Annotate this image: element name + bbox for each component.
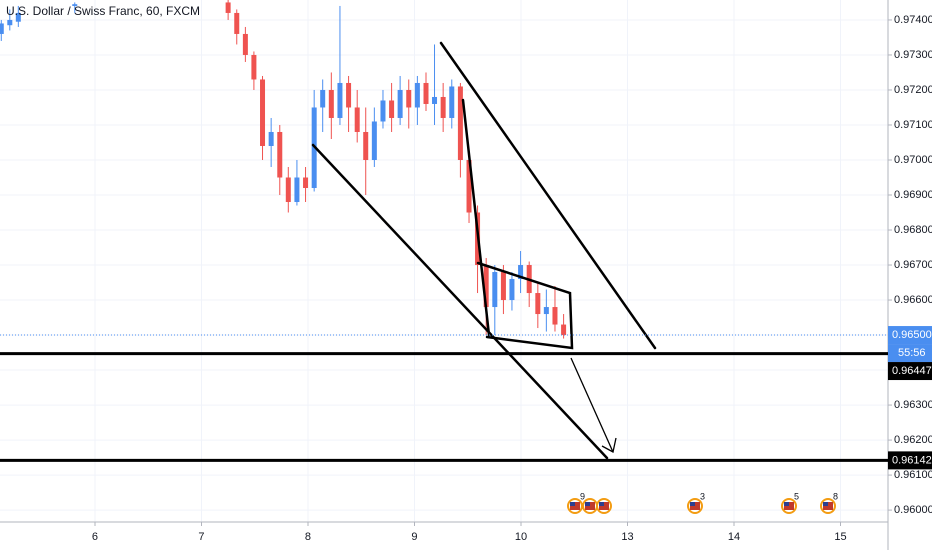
- y-tick-label: 0.97400: [894, 14, 932, 26]
- y-tick-label: 0.96900: [894, 189, 932, 201]
- x-tick-label: 6: [92, 531, 98, 543]
- candle-body: [500, 272, 506, 301]
- candle-body: [543, 307, 549, 315]
- candle-body: [354, 107, 360, 132]
- trend-line: [311, 143, 609, 460]
- overlay: 0.96500 55:56 0.96447 0.96142: [0, 326, 932, 470]
- candle-body: [380, 100, 386, 122]
- candle-body: [346, 82, 352, 108]
- countdown-box: [888, 344, 932, 363]
- candle-body: [466, 159, 472, 213]
- y-tick-label: 0.96600: [894, 294, 932, 306]
- candle-body: [552, 307, 558, 325]
- candle-body: [294, 177, 300, 203]
- candle-body: [268, 131, 274, 146]
- event-count: 9: [580, 491, 585, 501]
- y-tick-label: 0.97300: [894, 49, 932, 61]
- event-icon: [582, 498, 598, 514]
- candle-body: [423, 82, 429, 104]
- x-tick-label: 14: [728, 531, 740, 543]
- x-tick-label: 7: [198, 531, 204, 543]
- candle-body: [15, 12, 21, 22]
- candle-body: [285, 177, 291, 203]
- event-icon: [687, 498, 703, 514]
- drawings: [311, 41, 657, 460]
- event-count: 5: [794, 491, 799, 501]
- candle-body: [509, 279, 515, 301]
- y-tick-label: 0.97100: [894, 119, 932, 131]
- candle-body: [414, 82, 420, 108]
- candle-body: [440, 96, 446, 118]
- candle-body: [518, 265, 524, 280]
- current-price-label: 0.96500: [892, 329, 932, 341]
- candle-body: [535, 293, 541, 315]
- trend-line: [461, 98, 491, 337]
- x-tick-label: 10: [515, 531, 527, 543]
- candle-body: [371, 121, 377, 160]
- candle-body: [328, 89, 334, 118]
- event-count: 3: [700, 491, 705, 501]
- x-tick-label: 15: [834, 531, 846, 543]
- event-icon: [820, 498, 836, 514]
- candles: [0, 0, 567, 339]
- y-tick-label: 0.97200: [894, 84, 932, 96]
- candle-body: [457, 86, 463, 160]
- candle-body: [0, 23, 4, 34]
- y-tick-label: 0.96100: [894, 469, 932, 481]
- candle-body: [363, 131, 369, 160]
- y-tick-label: 0.96200: [894, 434, 932, 446]
- candle-body: [561, 324, 567, 336]
- arrow: [570, 357, 614, 453]
- x-tick-label: 13: [621, 531, 633, 543]
- candle-body: [260, 79, 266, 146]
- x-tick-label: 8: [305, 531, 311, 543]
- candle-body: [303, 177, 309, 189]
- countdown: 55:56: [898, 347, 926, 359]
- chart-title: U.S. Dollar / Swiss Franc, 60, FXCM: [6, 4, 200, 18]
- candle-body: [483, 265, 489, 308]
- price-line-box: [888, 451, 932, 470]
- y-tick-label: 0.96700: [894, 259, 932, 271]
- candle-body: [337, 82, 343, 118]
- candle-body: [397, 89, 403, 118]
- trend-line: [439, 41, 657, 350]
- y-tick-label: 0.96000: [894, 504, 932, 516]
- x-tick-label: 9: [411, 531, 417, 543]
- flag: [476, 261, 574, 350]
- y-tick-label: 0.96800: [894, 224, 932, 236]
- candle-body: [320, 89, 326, 108]
- candle-body: [251, 54, 257, 80]
- candle-body: [7, 19, 13, 26]
- arrow-head: [601, 437, 617, 453]
- event-count: 8: [833, 491, 838, 501]
- candle-body: [277, 131, 283, 178]
- candle-body: [389, 100, 395, 118]
- current-price-box: [888, 326, 932, 345]
- y-tick-label: 0.97000: [894, 154, 932, 166]
- y-tick-label: 0.96300: [894, 399, 932, 411]
- event-icon: [781, 498, 797, 514]
- candle-body: [432, 96, 438, 104]
- price-line-label: 0.96447: [892, 365, 932, 377]
- candle-body: [449, 86, 455, 118]
- candle-body: [225, 2, 231, 13]
- events: 9 3 5 8: [567, 491, 838, 514]
- price-line-box: [888, 362, 932, 381]
- candle-body: [406, 89, 412, 108]
- candle-body: [242, 33, 248, 55]
- event-icon: [596, 498, 612, 514]
- candle-body: [492, 272, 498, 308]
- price-line-label: 0.96142: [892, 454, 932, 466]
- candle-body: [72, 4, 78, 6]
- candle-body: [234, 12, 240, 34]
